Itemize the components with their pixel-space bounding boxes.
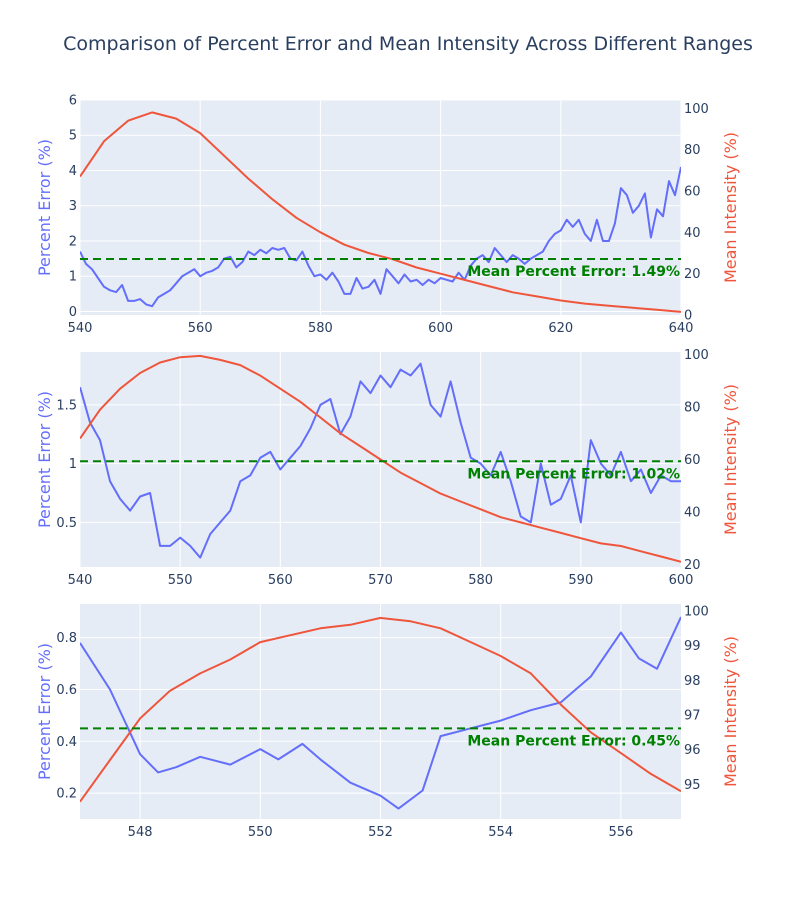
x-tick-label: 560	[268, 573, 293, 588]
y-right-tick-label: 40	[684, 505, 701, 520]
chart-title: Comparison of Percent Error and Mean Int…	[63, 33, 753, 55]
x-tick-label: 600	[669, 573, 694, 588]
y-left-tick-label: 1.5	[56, 398, 77, 413]
y-left-tick-label: 4	[69, 164, 77, 179]
y-right-tick-label: 99	[684, 639, 701, 654]
y-left-tick-label: 2	[69, 234, 77, 249]
series-group	[80, 354, 681, 563]
x-tick-label: 548	[128, 825, 153, 840]
y-left-tick-label: 3	[69, 199, 77, 214]
subplot-2: 540 550 560 570 580 590 600 0.5 1 1.5 20 40 60 80 100 P…	[35, 348, 740, 588]
percent-error-line	[80, 362, 681, 559]
y-right-tick-label: 80	[684, 143, 701, 158]
mean-annotation: Mean Percent Error: 1.02%	[467, 466, 680, 482]
y-right-tick-label: 100	[684, 102, 709, 117]
x-tick-label: 552	[368, 825, 393, 840]
mean-intensity-line	[80, 111, 681, 313]
y-left-tick-label: 0.2	[56, 787, 77, 802]
y-left-tick-label: 1	[69, 270, 77, 285]
percent-error-line	[80, 166, 681, 308]
y-right-tick-label: 20	[684, 267, 701, 282]
y-right-tick-label: 20	[684, 558, 701, 573]
percent-error-line	[80, 616, 681, 810]
subplot-3: 548 550 552 554 556 0.2 0.4 0.6 0.8 95 96 97 98 99 100…	[35, 604, 740, 840]
mean-intensity-line	[80, 616, 681, 803]
mean-annotation: Mean Percent Error: 1.49%	[467, 264, 680, 280]
y-right-axis-title: Mean Intensity (%)	[721, 636, 740, 787]
y-right-tick-label: 0	[684, 309, 692, 324]
y-left-tick-label: 0.8	[56, 631, 77, 646]
y-left-tick-label: 1	[69, 457, 77, 472]
x-tick-label: 600	[428, 321, 453, 336]
y-right-tick-label: 95	[684, 778, 701, 793]
x-tick-label: 550	[248, 825, 273, 840]
y-left-tick-label: 5	[69, 129, 77, 144]
x-tick-label: 570	[368, 573, 393, 588]
mean-intensity-line	[80, 354, 681, 563]
y-left-axis-title: Percent Error (%)	[35, 391, 54, 528]
x-tick-label: 580	[468, 573, 493, 588]
y-left-axis-title: Percent Error (%)	[35, 643, 54, 780]
y-left-axis-title: Percent Error (%)	[35, 139, 54, 276]
x-tick-label: 560	[188, 321, 213, 336]
y-left-tick-label: 0.6	[56, 683, 77, 698]
y-right-tick-label: 97	[684, 708, 701, 723]
y-right-tick-label: 98	[684, 674, 701, 689]
y-right-axis-title: Mean Intensity (%)	[721, 132, 740, 283]
y-left-tick-label: 0.4	[56, 735, 77, 750]
subplot-1: 540 560 580 600 620 6400123456020406080100Per…	[35, 94, 740, 337]
y-left-tick-label: 6	[69, 94, 77, 109]
x-tick-label: 554	[488, 825, 513, 840]
panels: 540 560 580 600 620 6400123456020406080100Per…	[35, 94, 740, 841]
x-tick-label: 540	[68, 321, 93, 336]
series-group	[80, 111, 681, 313]
y-left-tick-label: 0	[69, 305, 77, 320]
y-right-tick-label: 100	[684, 604, 709, 619]
y-right-tick-label: 96	[684, 743, 701, 758]
y-right-tick-label: 60	[684, 453, 701, 468]
x-tick-label: 620	[548, 321, 573, 336]
x-tick-label: 556	[608, 825, 633, 840]
plot-area	[80, 100, 681, 315]
y-right-tick-label: 100	[684, 348, 709, 363]
series-group	[80, 616, 681, 810]
x-tick-label: 550	[168, 573, 193, 588]
mean-annotation: Mean Percent Error: 0.45%	[467, 733, 680, 749]
y-right-axis-title: Mean Intensity (%)	[721, 384, 740, 535]
y-right-tick-label: 60	[684, 184, 701, 199]
y-left-tick-label: 0.5	[56, 516, 77, 531]
y-right-tick-label: 80	[684, 401, 701, 416]
x-tick-label: 590	[568, 573, 593, 588]
x-tick-label: 580	[308, 321, 333, 336]
x-tick-label: 540	[68, 573, 93, 588]
y-right-tick-label: 40	[684, 226, 701, 241]
x-tick-label: 640	[669, 321, 694, 336]
